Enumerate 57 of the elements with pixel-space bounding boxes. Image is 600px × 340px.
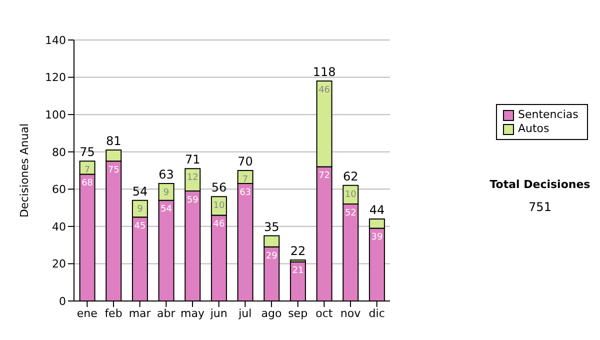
y-tick-label: 0: [59, 294, 66, 308]
total-label: 62: [342, 169, 358, 184]
x-tick-label: nov: [340, 306, 362, 320]
total-label: 81: [106, 134, 122, 148]
total-label: 63: [158, 168, 174, 182]
text: 751: [528, 200, 552, 214]
x-tick-label: oct: [316, 306, 334, 320]
data-label: 45: [134, 221, 146, 232]
data-label: 54: [160, 204, 172, 215]
x-tick-label: jun: [209, 306, 228, 320]
x-tick-label: sep: [288, 306, 308, 320]
data-label: 12: [186, 173, 198, 184]
y-tick-label: 20: [52, 258, 66, 271]
x-tick-label: may: [180, 306, 205, 320]
total-label: 22: [290, 244, 306, 258]
total-label: 54: [132, 184, 148, 198]
x-tick-label: ene: [76, 306, 98, 320]
x-tick-label: abr: [157, 306, 176, 320]
x-tick-label: feb: [104, 306, 122, 320]
legend-label: Autos: [517, 122, 550, 136]
y-tick-label: 140: [45, 34, 66, 47]
data-label: 9: [137, 204, 144, 215]
y-tick-label: 40: [52, 220, 66, 234]
data-label: 46: [318, 85, 330, 96]
total-label: 35: [264, 220, 280, 234]
data-label: 7: [242, 174, 248, 185]
data-label: 68: [82, 178, 94, 189]
x-tick-label: ago: [261, 306, 282, 320]
y-tick-label: 60: [52, 183, 66, 196]
data-label: 10: [213, 200, 225, 211]
data-label: 21: [292, 266, 304, 276]
data-label: 9: [163, 188, 170, 198]
data-label: 7: [84, 166, 90, 176]
data-label: 72: [318, 171, 330, 182]
total-label: 56: [211, 180, 227, 195]
total-label: 71: [184, 152, 200, 167]
total-label: 70: [238, 154, 253, 168]
y-tick-label: 120: [45, 71, 66, 84]
x-tick-label: jul: [238, 306, 252, 320]
y-tick-label: 80: [52, 146, 66, 159]
legend-label: Sentencias: [517, 108, 580, 122]
data-label: 59: [186, 195, 199, 206]
data-label: 75: [108, 166, 120, 176]
text: Total Decisiones: [488, 178, 592, 191]
total-label: 44: [369, 202, 385, 217]
data-label: 46: [213, 220, 225, 230]
x-tick-label: dic: [368, 306, 385, 320]
data-label: 63: [240, 188, 252, 198]
data-label: 52: [344, 208, 356, 218]
data-label: 10: [344, 190, 357, 200]
y-axis-title: Decisiones Anual: [18, 123, 31, 218]
total-label: 75: [80, 145, 95, 160]
total-label: 118: [312, 65, 336, 80]
x-tick-label: mar: [128, 306, 152, 320]
data-label: 29: [266, 251, 278, 262]
data-label: 39: [371, 232, 383, 243]
y-tick-label: 100: [45, 108, 66, 122]
